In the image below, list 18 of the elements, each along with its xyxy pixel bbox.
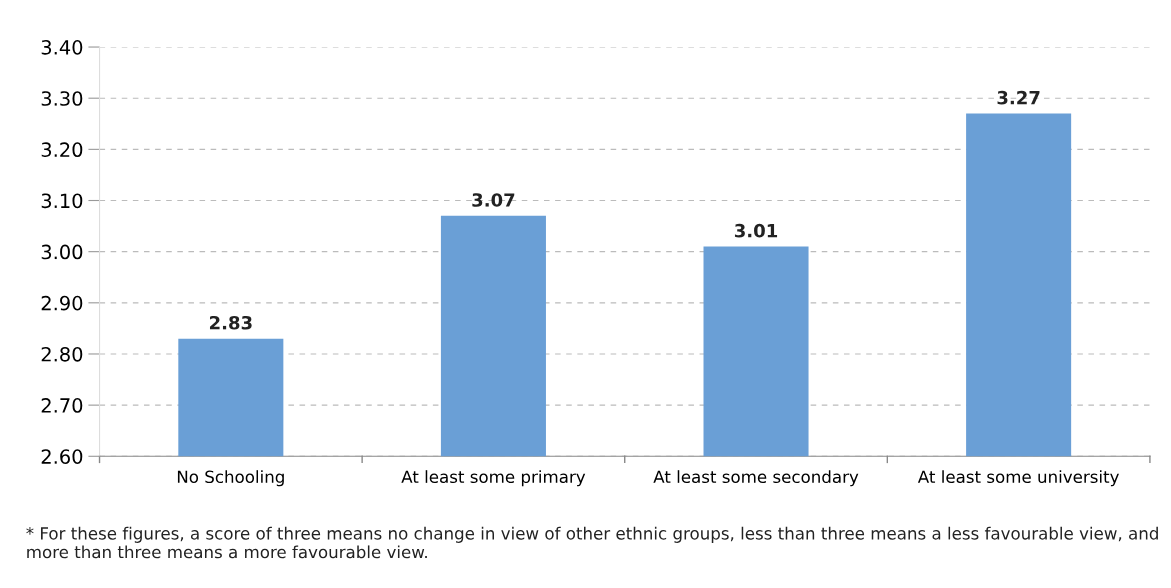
y-tick-label: 3.00 <box>41 244 83 260</box>
y-tick-label: 2.90 <box>41 295 83 311</box>
x-tick-label: At least some university <box>917 470 1119 487</box>
text: * For these figures, a score of three means no change in view of other ethnic groups, less than three means a less favourable view, and more than three means a more favourable view. <box>26 526 1158 559</box>
y-tick-label: 3.20 <box>41 142 83 158</box>
y-tick-label: 2.80 <box>41 346 83 362</box>
y-tick-label: 3.40 <box>41 40 83 55</box>
y-tick-label: 3.10 <box>41 193 83 209</box>
y-tick-label: 2.60 <box>41 449 83 464</box>
x-tick-label: At least some primary <box>401 470 586 487</box>
data-label: 2.83 <box>209 315 252 330</box>
x-tick-label: No Schooling <box>177 470 284 487</box>
x-tick-label: At least some secondary <box>653 470 859 487</box>
data-label: 3.27 <box>997 90 1040 105</box>
data-label: 3.01 <box>734 223 778 238</box>
y-tick-label: 3.30 <box>41 91 83 106</box>
data-label: 3.07 <box>472 193 515 207</box>
y-tick-label: 2.70 <box>41 398 83 413</box>
